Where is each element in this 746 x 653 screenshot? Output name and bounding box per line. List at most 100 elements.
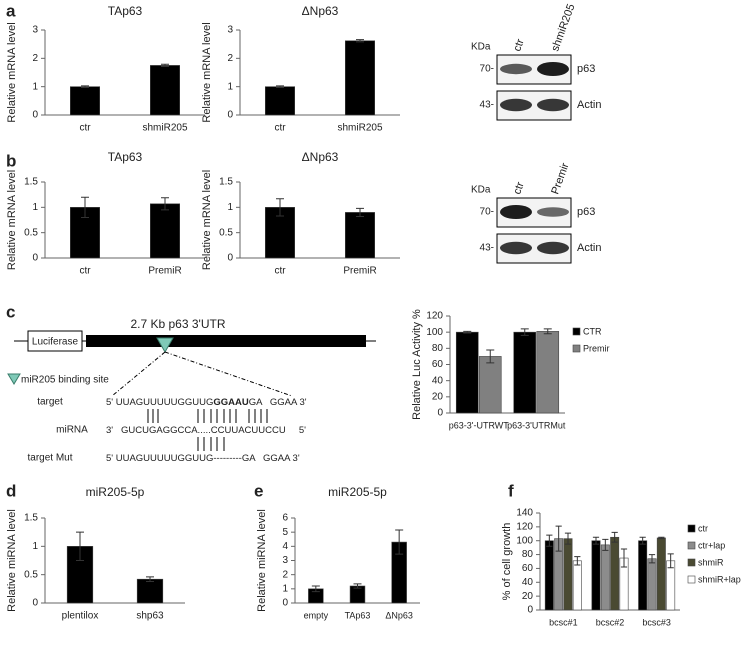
y-tick-label: 80 (432, 343, 444, 354)
sequence-part: GA GGAA 3' (249, 397, 307, 408)
y-tick-label: 3 (282, 555, 288, 566)
blot-band (537, 62, 569, 76)
y-tick-label: 0 (282, 598, 288, 609)
chart-title: ΔNp63 (302, 150, 339, 164)
panel-letter: d (6, 481, 16, 500)
y-tick-label: 2 (282, 569, 288, 580)
error-bar (592, 536, 600, 545)
panel-letter: b (6, 151, 16, 170)
legend-swatch (687, 541, 696, 550)
y-tick-label: 20 (522, 591, 534, 602)
x-tick-label: p63-3'UTRMut (507, 420, 566, 430)
site-marker (156, 337, 174, 354)
error-bar (353, 583, 362, 589)
error-bar (356, 207, 364, 217)
y-tick-label: 1 (282, 583, 288, 594)
error-bar (602, 538, 609, 551)
bar (544, 540, 554, 611)
protein-label: p63 (577, 63, 595, 75)
y-tick-label: 120 (426, 311, 443, 322)
blot-band (537, 98, 569, 112)
blot-band (500, 205, 532, 219)
x-tick-label: shmiR205 (142, 123, 187, 134)
seq-row-label: miRNA (56, 425, 88, 436)
x-tick-label: ΔNp63 (385, 610, 413, 620)
y-axis-label: Relative Luc Activity % (411, 309, 423, 420)
y-tick-label: 60 (522, 563, 534, 574)
y-axis-label: Relative mRNA level (201, 170, 213, 270)
sequence-part: 5' UUAGUUUUUGGUUG (106, 397, 213, 408)
x-tick-label: empty (304, 610, 329, 620)
blot-band (500, 241, 532, 255)
panel-letter: c (6, 302, 15, 321)
x-tick-label: PremiR (148, 266, 181, 277)
legend-label: CTR (583, 326, 602, 336)
bar (344, 212, 375, 259)
reporter-box (27, 330, 83, 352)
x-tick-label: ctr (274, 266, 286, 277)
blot-band (537, 241, 569, 255)
y-axis-label: Relative miRNA level (6, 509, 18, 612)
sequences: target 5' UUAGUUUUUGGUUGGGAAUGA GGAA 3' mi… (27, 397, 306, 464)
legend-swatch (687, 524, 696, 533)
error-bar (81, 85, 89, 89)
y-tick-label: 0.5 (24, 569, 38, 580)
bar (591, 540, 601, 611)
y-tick-label: 100 (426, 327, 443, 338)
y-tick-label: 4 (282, 541, 288, 552)
sequence: 5' UUAGUUUUUGGUUGGGAAUGA GGAA 3' (106, 397, 307, 408)
error-bar (520, 328, 529, 336)
marker-label: 70- (480, 207, 494, 218)
x-tick-label: ctr (79, 266, 91, 277)
chart-title: miR205-5p (86, 485, 145, 499)
blot-band (537, 207, 569, 217)
sequence-part: GGAAU (213, 397, 249, 408)
bar (344, 40, 375, 116)
y-tick-label: 120 (516, 521, 533, 532)
y-tick-label: 0 (32, 253, 38, 264)
error-bar (543, 328, 552, 335)
y-tick-label: 1.5 (24, 177, 38, 188)
marker-label: 43- (480, 100, 494, 111)
utr-diagram: Luciferase 2.7 Kb p63 3'UTR miR205 bindi… (7, 317, 376, 451)
x-tick-label: plentilox (62, 611, 99, 622)
y-tick-label: 0 (227, 110, 233, 121)
y-tick-label: 5 (282, 527, 288, 538)
bar (610, 536, 620, 611)
sequence-part: 3' GUCUGAGGCCA.....CCUUACUUCCU 5' (106, 425, 306, 436)
bar (70, 86, 101, 116)
y-tick-label: 1 (227, 81, 233, 92)
y-tick-label: 0.5 (219, 227, 233, 238)
error-bar (658, 536, 665, 540)
y-tick-label: 40 (432, 375, 444, 386)
y-tick-label: 2 (32, 53, 38, 64)
bar (656, 537, 666, 611)
bar (563, 538, 573, 611)
panel-letter: a (6, 1, 16, 20)
seq-row-label: target Mut (27, 453, 72, 464)
seq-row-label: target (37, 397, 63, 408)
marker-label: 70- (480, 64, 494, 75)
y-axis-label: Relative mRNA level (201, 22, 213, 122)
legend-swatch (687, 558, 696, 567)
x-tick-label: ctr (79, 123, 91, 134)
x-tick-label: p63-3'-UTRWT (449, 420, 510, 430)
error-bar (276, 85, 284, 89)
y-tick-label: 0 (32, 598, 38, 609)
kda-label: KDa (471, 185, 491, 196)
y-tick-label: 2 (227, 53, 233, 64)
bar (647, 558, 657, 611)
y-tick-label: 60 (432, 359, 444, 370)
y-tick-label: 1 (32, 541, 38, 552)
legend-marker (7, 373, 21, 385)
x-tick-label: PremiR (343, 266, 376, 277)
error-bar (81, 196, 89, 218)
error-bar (574, 556, 581, 566)
error-bar (276, 198, 284, 217)
y-tick-label: 0 (227, 253, 233, 264)
bar (572, 560, 582, 611)
x-tick-label: bcsc#3 (642, 617, 671, 627)
chart-title: miR205-5p (328, 485, 387, 499)
bar (136, 578, 164, 604)
site-label: miR205 binding site (21, 375, 109, 386)
